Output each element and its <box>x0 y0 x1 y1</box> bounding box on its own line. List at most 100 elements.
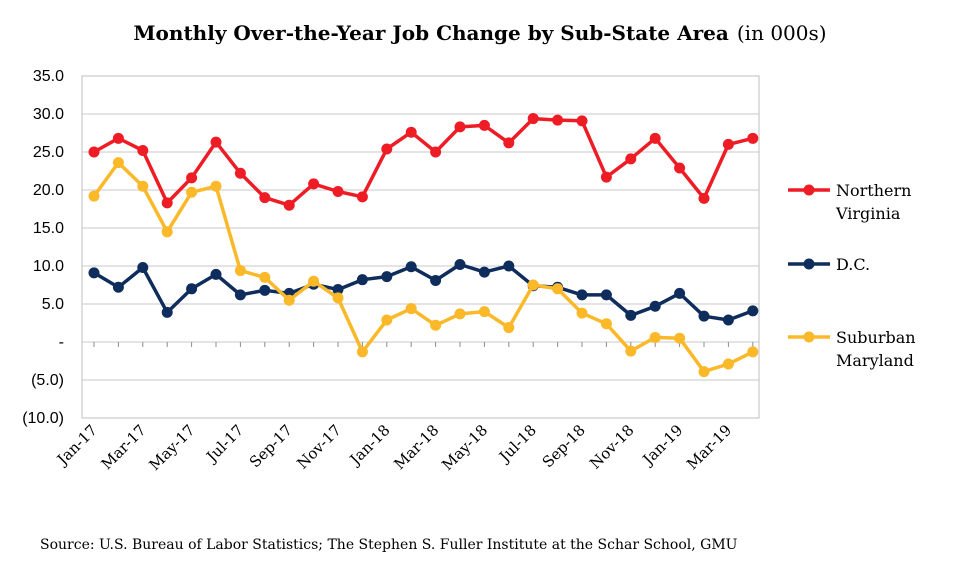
series-d-c <box>88 258 759 326</box>
data-point-suburban-maryland <box>283 294 295 306</box>
data-point-northern-virginia <box>112 132 124 144</box>
data-point-suburban-maryland <box>698 366 710 378</box>
x-tick-label: Jan-17 <box>52 421 101 470</box>
data-point-northern-virginia <box>649 132 661 144</box>
y-tick-label: - <box>59 334 64 351</box>
plot-area <box>81 75 760 419</box>
data-point-suburban-maryland <box>747 346 759 358</box>
data-point-d-c <box>576 289 588 301</box>
chart-title-main: Monthly Over-the-Year Job Change by Sub-… <box>133 21 728 45</box>
data-point-suburban-maryland <box>381 314 393 326</box>
data-point-northern-virginia <box>234 167 246 179</box>
legend-item-suburban-maryland: Suburban Maryland <box>788 328 916 370</box>
legend-marker <box>803 184 815 196</box>
x-tick-label: Sep-17 <box>246 421 296 471</box>
series-northern-virginia <box>88 113 759 211</box>
x-tick-label: Jul-17 <box>202 421 248 467</box>
source-note: Source: U.S. Bureau of Labor Statistics;… <box>40 537 738 553</box>
data-point-d-c <box>649 300 661 312</box>
data-point-northern-virginia <box>186 172 198 184</box>
data-point-northern-virginia <box>503 137 515 149</box>
data-point-d-c <box>747 305 759 317</box>
x-tick-label: Sep-18 <box>539 421 589 471</box>
data-point-d-c <box>600 289 612 301</box>
data-point-d-c <box>210 268 222 280</box>
y-tick-label: (5.0) <box>31 372 64 389</box>
data-point-suburban-maryland <box>454 308 466 320</box>
legend: Northern Virginia D.C. Suburban Maryland <box>788 181 916 370</box>
data-point-d-c <box>137 262 149 274</box>
data-point-d-c <box>332 284 344 296</box>
x-tick-label: Nov-17 <box>293 421 344 472</box>
data-point-d-c <box>88 267 100 279</box>
data-point-northern-virginia <box>527 113 539 125</box>
data-point-northern-virginia <box>88 146 100 158</box>
data-point-suburban-maryland <box>600 318 612 330</box>
data-point-northern-virginia <box>600 171 612 183</box>
data-point-northern-virginia <box>405 126 417 138</box>
data-point-suburban-maryland <box>430 319 442 331</box>
data-point-d-c <box>112 281 124 293</box>
data-point-d-c <box>259 284 271 296</box>
data-point-suburban-maryland <box>234 265 246 277</box>
data-point-suburban-maryland <box>88 190 100 202</box>
data-point-suburban-maryland <box>137 180 149 192</box>
legend-label: Virginia <box>835 204 901 223</box>
data-point-northern-virginia <box>356 191 368 203</box>
y-tick-label: 30.0 <box>33 106 64 123</box>
data-point-d-c <box>356 274 368 286</box>
data-point-northern-virginia <box>259 192 271 204</box>
chart-title-suffix: (in 000s) <box>737 21 827 45</box>
data-point-suburban-maryland <box>186 186 198 198</box>
data-point-northern-virginia <box>210 136 222 148</box>
data-point-d-c <box>478 266 490 278</box>
legend-marker <box>803 258 815 270</box>
data-point-northern-virginia <box>674 162 686 174</box>
data-point-suburban-maryland <box>210 180 222 192</box>
data-point-suburban-maryland <box>722 358 734 370</box>
data-point-northern-virginia <box>308 178 320 190</box>
data-point-northern-virginia <box>478 119 490 131</box>
data-point-d-c <box>405 261 417 273</box>
data-point-northern-virginia <box>430 146 442 158</box>
data-point-northern-virginia <box>625 153 637 165</box>
y-tick-label: (10.0) <box>22 410 64 427</box>
x-tick-label: Mar-17 <box>98 421 150 473</box>
data-point-d-c <box>454 258 466 270</box>
x-tick-label: Mar-18 <box>390 421 442 473</box>
data-point-suburban-maryland <box>332 292 344 304</box>
data-point-d-c <box>381 271 393 283</box>
data-point-northern-virginia <box>332 186 344 198</box>
data-point-suburban-maryland <box>478 306 490 318</box>
legend-label: D.C. <box>836 255 870 274</box>
data-point-suburban-maryland <box>112 157 124 169</box>
data-point-northern-virginia <box>137 144 149 156</box>
data-point-northern-virginia <box>161 197 173 209</box>
data-point-suburban-maryland <box>527 279 539 291</box>
data-point-d-c <box>161 306 173 318</box>
y-tick-label: 25.0 <box>33 144 64 161</box>
data-point-d-c <box>430 274 442 286</box>
series-suburban-maryland <box>88 157 759 378</box>
series-line-northern-virginia <box>93 116 754 207</box>
data-point-northern-virginia <box>747 132 759 144</box>
data-point-d-c <box>625 309 637 321</box>
data-point-suburban-maryland <box>405 303 417 315</box>
data-point-northern-virginia <box>283 199 295 211</box>
data-point-suburban-maryland <box>503 322 515 334</box>
data-point-suburban-maryland <box>674 332 686 344</box>
data-point-suburban-maryland <box>552 283 564 295</box>
x-tick-label: Mar-19 <box>683 421 735 473</box>
data-point-suburban-maryland <box>356 346 368 358</box>
data-point-northern-virginia <box>576 115 588 127</box>
data-point-d-c <box>722 314 734 326</box>
data-point-d-c <box>698 310 710 322</box>
x-tick-label: Jul-18 <box>494 421 540 467</box>
legend-label: Northern <box>836 181 911 200</box>
data-point-northern-virginia <box>381 143 393 155</box>
series-lines <box>88 113 759 378</box>
data-point-d-c <box>234 289 246 301</box>
data-point-suburban-maryland <box>259 271 271 283</box>
x-tick-label: May-17 <box>145 421 198 474</box>
